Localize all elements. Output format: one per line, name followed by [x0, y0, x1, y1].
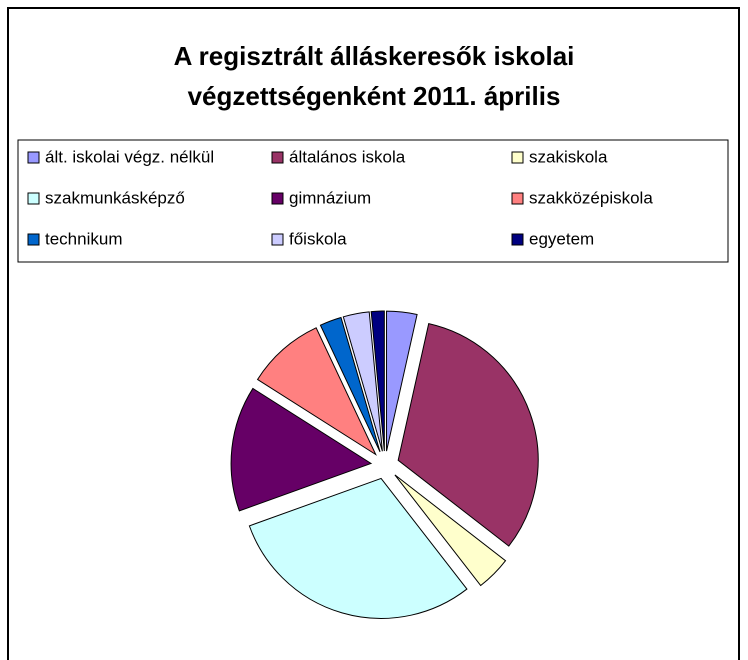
pie-slice: [230, 387, 373, 512]
pie-slice: [394, 474, 507, 587]
chart-title: A regisztrált álláskeresők iskolai végze…: [173, 41, 575, 111]
pie-slice: [248, 477, 468, 619]
legend-swatch: [271, 151, 284, 164]
legend-swatch: [27, 192, 40, 205]
pie-slice: [342, 311, 383, 452]
legend-swatch: [27, 151, 40, 164]
pie-slice: [386, 310, 418, 452]
legend-label: szakiskola: [529, 147, 608, 166]
legend-label: főiskola: [289, 229, 347, 248]
pie-slice: [256, 327, 377, 456]
legend-swatch: [511, 192, 524, 205]
pie-slice: [397, 323, 539, 547]
pie-slice: [319, 316, 381, 453]
legend-label: egyetem: [529, 229, 594, 248]
legend-box: [17, 139, 729, 263]
legend-label: technikum: [45, 229, 122, 248]
legend-label: szakmunkásképző: [45, 188, 185, 207]
legend-swatch: [511, 151, 524, 164]
pie-slice: [370, 310, 385, 452]
legend-swatch: [271, 192, 284, 205]
legend-label: gimnázium: [289, 188, 371, 207]
legend-swatch: [511, 233, 524, 246]
legend-label: szakközépiskola: [529, 188, 653, 207]
legend-label: ált. iskolai végz. nélkül: [45, 147, 214, 166]
legend-swatch: [271, 233, 284, 246]
legend-swatch: [27, 233, 40, 246]
legend-label: általános iskola: [289, 147, 406, 166]
